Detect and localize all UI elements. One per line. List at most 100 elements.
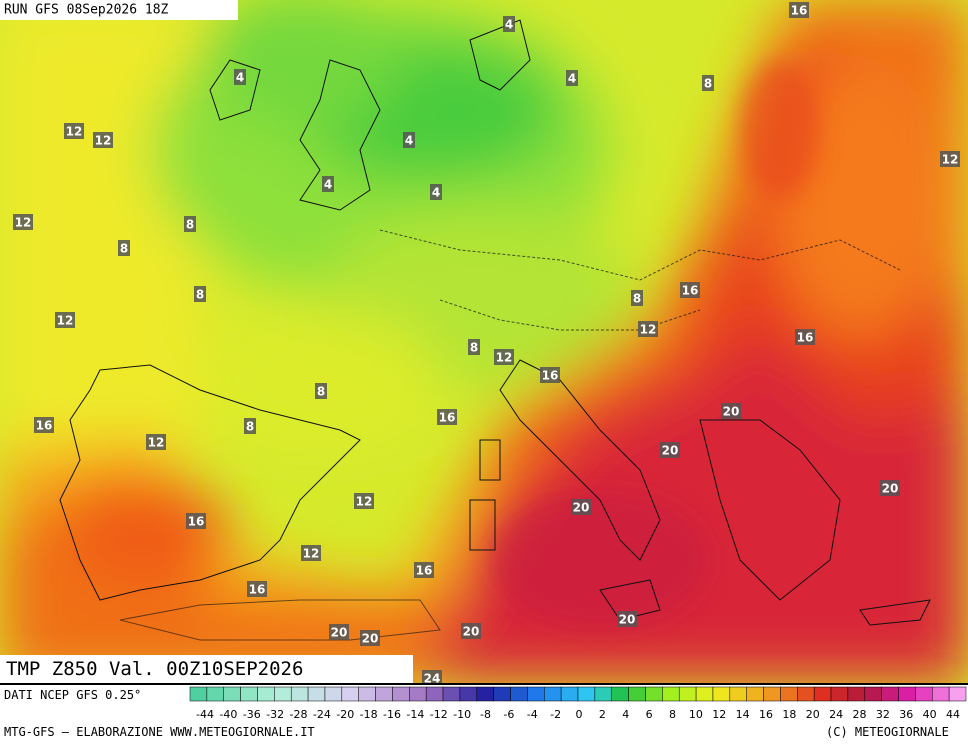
colorbar-label: -36 [243,708,261,721]
label-box [660,442,680,458]
contour-label: 4 [324,178,332,192]
colorbar-cell [476,686,494,702]
colorbar-label: -18 [360,708,378,721]
label-box [461,623,481,639]
colorbar-label: 40 [923,708,937,721]
colorbar-cell [645,686,663,702]
label-box [571,499,591,515]
colorbar-label: -14 [406,708,424,721]
colorbar-label: -40 [219,708,237,721]
divider [0,683,968,685]
contour-label: 20 [362,632,379,646]
colorbar-label: 0 [576,708,583,721]
colorbar-cell [678,686,697,702]
contour-label: 4 [405,134,413,148]
contour-label: 8 [196,288,204,302]
colorbar-cell [729,686,747,702]
contour-label: 4 [505,18,513,32]
contour-label: 8 [120,242,128,256]
label-box [234,69,246,85]
contour-label: 20 [662,444,679,458]
colorbar-label: 4 [622,708,629,721]
colorbar-label: -16 [383,708,401,721]
contour-label: 12 [66,125,83,139]
contour-label: 20 [573,501,590,515]
source: DATI NCEP GFS 0.25° [4,688,142,702]
run-box [0,0,238,20]
label-box [329,624,349,640]
label-box [244,418,256,434]
colorbar-cell [662,686,680,702]
colorbar-cell [206,686,224,702]
colorbar-cell [881,686,899,702]
label-box [540,367,560,383]
colorbar-label: 16 [759,708,773,721]
label-box [468,339,480,355]
colorbar-label: 12 [712,708,726,721]
colorbar-cell [375,686,393,702]
colorbar-cell [712,686,731,702]
label-box [360,630,380,646]
colorbar-cell [257,686,275,702]
contour-label: 8 [317,385,325,399]
contour-label: 16 [249,583,266,597]
colorbar-cell [544,686,562,702]
colorbar-label: -2 [550,708,561,721]
contour-label: 20 [331,626,348,640]
label-box [301,545,321,561]
label-box [403,132,415,148]
label-box [322,176,334,192]
colorbar-label: -12 [430,708,448,721]
label-box [118,240,130,256]
label-box [315,383,327,399]
contour-label: 12 [496,351,513,365]
contour-label: 12 [57,314,74,328]
contour-label: 8 [704,77,712,91]
colorbar-label: 36 [899,708,913,721]
colorbar-label: 8 [669,708,676,721]
colorbar-cell [493,686,511,702]
label-box [638,321,658,337]
label-box [354,493,374,509]
label-box [247,581,267,597]
colorbar-label: -10 [453,708,471,721]
contour-label: 16 [682,284,699,298]
colorbar-cell [695,686,714,702]
contour-label: 16 [797,331,814,345]
colorbar-cell [223,686,241,702]
colorbar-label: -28 [290,708,308,721]
credit: MTG-GFS — ELABORAZIONE WWW.METEOGIORNALE… [4,725,315,739]
contour-label: 20 [463,625,480,639]
colorbar-cell [307,686,326,702]
contour-label: 20 [619,613,636,627]
label-box [55,312,75,328]
label-box [789,2,809,18]
contour-label: 24 [424,672,441,684]
contour-label: 16 [36,419,53,433]
label-box [617,611,637,627]
contour-label: 12 [640,323,657,337]
colorbar-cell [830,686,849,702]
colorbar-label: -32 [266,708,284,721]
label-box [13,214,33,230]
contour-label: 8 [246,420,254,434]
colorbar-cell [628,686,646,702]
contour-label: 12 [303,547,320,561]
contour-label: 20 [882,482,899,496]
contour-label: 4 [432,186,440,200]
contour-label: 12 [95,134,112,148]
label-box [940,151,960,167]
colorbar-cell [274,686,292,702]
colorbar-cell [915,686,933,702]
label-box [680,282,700,298]
label-box [494,349,514,365]
label-box [93,132,113,148]
colorbar-cell [442,686,461,702]
colorbar-label: 28 [853,708,867,721]
colorbar-cell [290,686,309,702]
colorbar-cell [797,686,815,702]
colorbar-cell [510,686,528,702]
contour-label: 8 [633,292,641,306]
colorbar-cell [932,686,950,702]
colorbar-cell [813,686,832,702]
